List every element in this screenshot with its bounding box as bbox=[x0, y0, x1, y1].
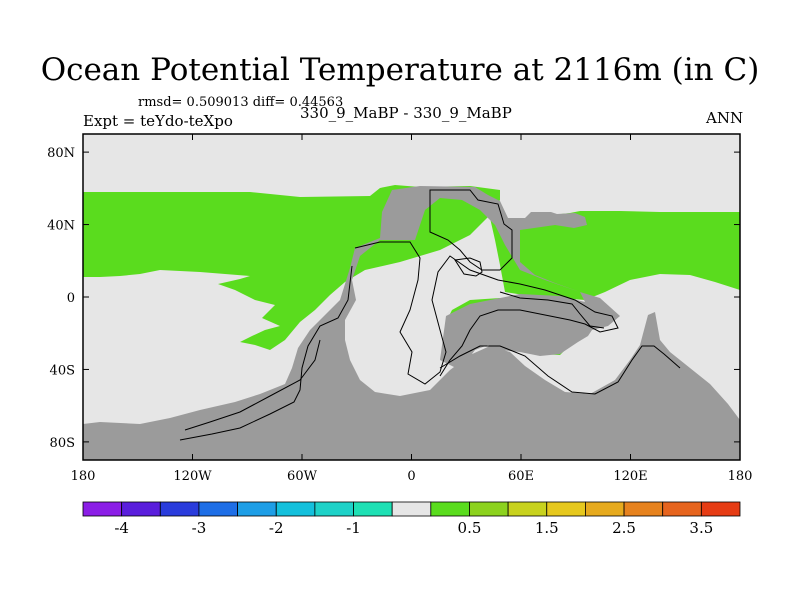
colorbar-swatch bbox=[198, 501, 238, 517]
colorbar-swatch bbox=[469, 501, 509, 517]
colorbar-label: -2 bbox=[269, 519, 284, 537]
x-tick-label: 120E bbox=[613, 469, 647, 484]
x-tick-label: 120W bbox=[173, 469, 212, 484]
colorbar-swatch bbox=[391, 501, 432, 517]
colorbar-label: -3 bbox=[192, 519, 207, 537]
contour-lines bbox=[179, 189, 681, 441]
stats-label: rmsd= 0.509013 diff= 0.44563 bbox=[138, 95, 344, 110]
colorbar-label: 3.5 bbox=[689, 519, 713, 537]
case-label: 330_9_MaBP - 330_9_MaBP bbox=[300, 104, 512, 122]
colorbar-labels: -4 -3 -2 -1 0.5 1.5 2.5 3.5 bbox=[114, 519, 713, 537]
colorbar-swatch bbox=[314, 501, 354, 517]
colorbar-swatch bbox=[430, 501, 470, 517]
colorbar-swatch bbox=[546, 501, 586, 517]
colorbar-swatch bbox=[237, 501, 277, 517]
y-tick-label: 40N bbox=[47, 219, 75, 234]
colorbar-swatch bbox=[700, 501, 741, 517]
y-tick-label: 40S bbox=[50, 363, 75, 378]
colorbar bbox=[82, 501, 741, 517]
colorbar-label: -1 bbox=[346, 519, 361, 537]
colorbar-label: 0.5 bbox=[458, 519, 482, 537]
season-label: ANN bbox=[706, 109, 744, 127]
x-tick-label: 60W bbox=[287, 469, 318, 484]
x-tick-labels: 180 120W 60W 0 60E 120E 180 bbox=[71, 469, 753, 484]
y-tick-labels: 80N 40N 0 40S 80S bbox=[47, 146, 75, 451]
map-area bbox=[83, 134, 740, 460]
y-tick-label: 80N bbox=[47, 146, 75, 161]
x-tick-label: 60E bbox=[508, 469, 534, 484]
colorbar-swatch bbox=[662, 501, 702, 517]
land-main bbox=[83, 186, 740, 460]
colorbar-swatch bbox=[353, 501, 393, 517]
colorbar-swatch bbox=[121, 501, 161, 517]
warm-band-east bbox=[490, 211, 740, 300]
colorbar-swatch bbox=[275, 501, 316, 517]
colorbar-swatch bbox=[159, 501, 200, 517]
colorbar-swatch bbox=[507, 501, 548, 517]
x-tick-label: 180 bbox=[728, 469, 753, 484]
chart-title: Ocean Potential Temperature at 2116m (in… bbox=[40, 52, 760, 88]
colorbar-swatch bbox=[82, 501, 123, 517]
x-tick-label: 180 bbox=[71, 469, 96, 484]
colorbar-swatch bbox=[585, 501, 625, 517]
x-tick-label: 0 bbox=[407, 469, 415, 484]
colorbar-label: 2.5 bbox=[612, 519, 636, 537]
colorbar-label: -4 bbox=[114, 519, 129, 537]
y-tick-label: 0 bbox=[67, 291, 75, 306]
colorbar-swatch bbox=[623, 501, 664, 517]
colorbar-label: 1.5 bbox=[535, 519, 559, 537]
experiment-label: Expt = teYdo-teXpo bbox=[83, 112, 233, 130]
y-tick-label: 80S bbox=[50, 436, 75, 451]
axis-ticks bbox=[82, 134, 741, 460]
